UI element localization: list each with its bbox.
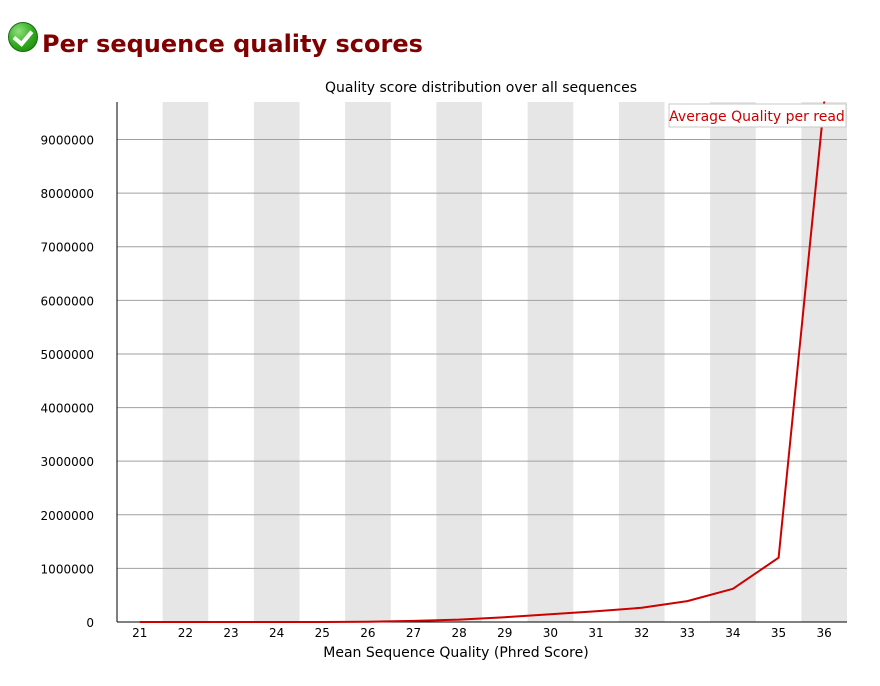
y-tick-label: 2000000 [41, 509, 94, 523]
data-point [732, 587, 734, 590]
x-tick-label: 36 [817, 626, 832, 640]
data-point [139, 621, 141, 623]
x-axis-label: Mean Sequence Quality (Phred Score) [323, 645, 588, 661]
data-point [275, 621, 278, 623]
page-title: Per sequence quality scores [42, 30, 423, 58]
data-point [823, 101, 825, 103]
y-tick-label: 3000000 [41, 455, 94, 469]
background-band [618, 102, 665, 622]
data-point [504, 616, 506, 618]
x-tick-label: 30 [543, 626, 558, 640]
y-tick-label: 6000000 [41, 294, 94, 308]
series-line [139, 101, 826, 623]
background-band [162, 102, 209, 622]
x-tick-label: 27 [406, 626, 421, 640]
data-point [686, 600, 689, 602]
y-tick-label: 8000000 [41, 187, 94, 201]
x-tick-label: 34 [725, 626, 740, 640]
check-pass-icon [8, 22, 38, 52]
x-tick-label: 22 [178, 626, 193, 640]
y-tick-label: 4000000 [41, 402, 94, 416]
background-band [345, 102, 391, 622]
x-tick-label: 32 [634, 626, 649, 640]
y-tick-label: 7000000 [41, 241, 94, 255]
background-band [801, 102, 847, 622]
y-tick-label: 1000000 [41, 562, 94, 576]
x-tick-label: 25 [315, 626, 330, 640]
background-band [253, 102, 300, 622]
legend-box [668, 103, 847, 128]
x-tick-label: 21 [132, 626, 147, 640]
chart-title: Quality score distribution over all sequ… [325, 80, 637, 96]
data-point [321, 621, 324, 623]
x-tick-label: 26 [360, 626, 375, 640]
data-point [640, 606, 643, 609]
data-point [412, 620, 415, 622]
data-point [595, 610, 597, 613]
y-tick-label: 9000000 [41, 134, 94, 148]
background-band [710, 102, 756, 622]
data-point [549, 613, 552, 616]
x-tick-label: 35 [771, 626, 786, 640]
module-header: Per sequence quality scores [8, 22, 423, 64]
x-tick-label: 29 [497, 626, 512, 640]
legend-entry: Average Quality per read [669, 109, 845, 125]
x-tick-label: 24 [269, 626, 284, 640]
y-tick-label: 0 [86, 616, 94, 630]
data-point [230, 621, 232, 623]
data-point [458, 618, 460, 621]
data-point [777, 556, 780, 559]
background-band [436, 102, 482, 622]
data-point [184, 621, 187, 623]
x-tick-label: 23 [223, 626, 238, 640]
background-band [527, 102, 574, 622]
y-tick-label: 5000000 [41, 348, 94, 362]
x-tick-label: 31 [588, 626, 603, 640]
x-tick-label: 28 [452, 626, 467, 640]
x-tick-label: 33 [680, 626, 695, 640]
data-point [367, 620, 369, 623]
